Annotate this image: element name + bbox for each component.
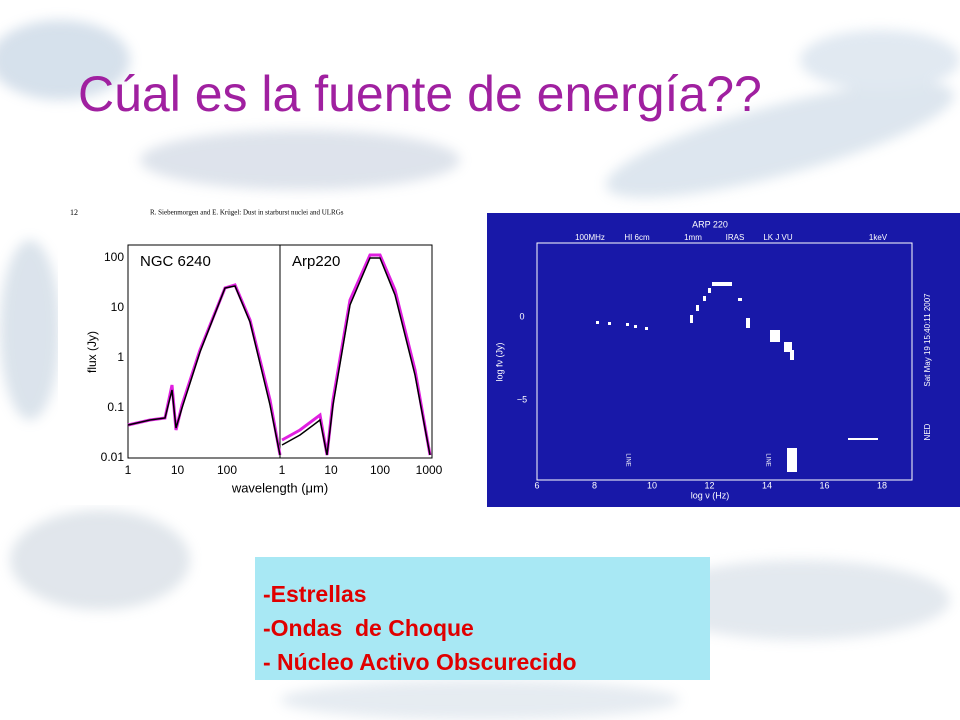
band-label: 1mm [684, 233, 702, 242]
band-label: LK J VU [763, 233, 793, 242]
x-tick-label: 6 [534, 480, 539, 490]
model-curve [281, 257, 431, 456]
line-label: LINE [764, 453, 770, 466]
model-curve [127, 285, 281, 456]
y-tick-label: 100 [104, 250, 124, 264]
slide-title: Cúal es la fuente de energía?? [78, 66, 762, 122]
figure-right [487, 213, 960, 507]
plot-frame [536, 242, 913, 481]
list-item: -Estrellas [263, 581, 367, 607]
x-tick-label: 10 [324, 463, 338, 477]
band-label: IRAS [726, 233, 745, 242]
y-tick-label: 10 [111, 300, 125, 314]
x-tick-label: 1000 [416, 463, 443, 477]
x-tick-label: 10 [171, 463, 185, 477]
line-label: LINE [624, 453, 630, 466]
y-tick-label: 0.01 [101, 450, 125, 464]
list-item: - Núcleo Activo Obscurecido [263, 649, 577, 675]
y-tick-label: 0.1 [107, 400, 124, 414]
x-tick-label: 100 [217, 463, 237, 477]
plot-title: ARP 220 [692, 219, 728, 229]
panel-label: NGC 6240 [140, 253, 211, 270]
band-label: 1keV [869, 233, 888, 242]
x-tick-label: 12 [704, 480, 714, 490]
background-decoration [0, 20, 960, 720]
x-tick-label: 16 [819, 480, 829, 490]
x-tick-label: 1 [125, 463, 132, 477]
sed-points [596, 282, 878, 472]
page-number: 12 [70, 208, 78, 217]
band-label: HI 6cm [624, 233, 650, 242]
x-tick-label: 8 [592, 480, 597, 490]
panel-label: Arp220 [292, 253, 340, 270]
authors: R. Siebenmorgen and E. Krügel: Dust in s… [150, 209, 344, 217]
x-tick-label: 100 [370, 463, 390, 477]
x-axis-label: log ν (Hz) [691, 490, 730, 500]
source: NED [923, 423, 932, 440]
bullet-list: -Estrellas -Ondas de Choque - Núcleo Activ… [255, 557, 710, 680]
x-tick-label: 14 [762, 480, 772, 490]
y-tick-label: 1 [117, 350, 124, 364]
panel-frame [279, 244, 433, 459]
band-label: 100MHz [575, 233, 605, 242]
y-tick-label: 0 [519, 311, 524, 321]
list-box: -Estrellas -Ondas de Choque - Núcleo Activ… [255, 557, 710, 680]
timestamp: Sat May 19 15:40:11 2007 [923, 293, 932, 387]
x-axis-label: wavelength (μm) [231, 480, 328, 495]
y-axis-label: flux (Jy) [85, 331, 99, 373]
y-tick-label: −5 [517, 394, 527, 404]
x-tick-label: 1 [279, 463, 286, 477]
x-tick-label: 10 [647, 480, 657, 490]
sed-points [281, 253, 432, 456]
y-axis-label: log fν (Jy) [494, 342, 504, 381]
x-tick-label: 18 [877, 480, 887, 490]
list-item: -Ondas de Choque [263, 615, 474, 641]
